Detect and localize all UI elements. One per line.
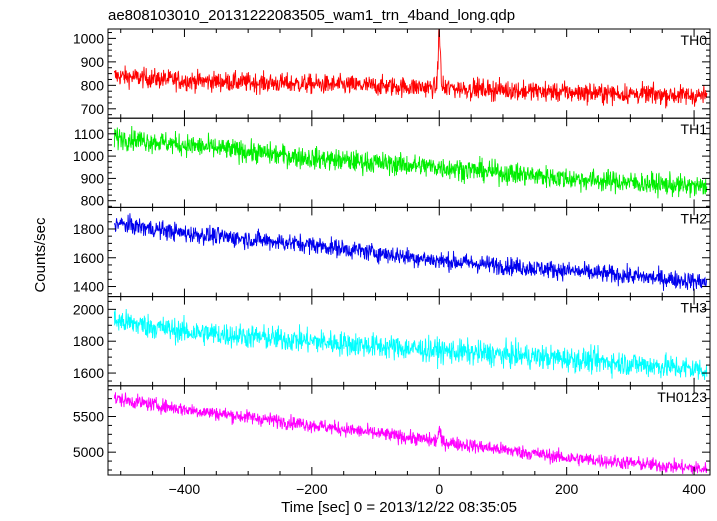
series-line-th0	[113, 29, 708, 109]
y-tick-label: 1000	[73, 148, 104, 164]
y-tick-label: 1600	[73, 365, 104, 381]
y-tick-label: 5500	[73, 408, 104, 424]
y-tick-label: 1000	[73, 30, 104, 46]
panel-th0123: 5000 5500 TH0123	[73, 385, 711, 476]
x-tick-label: 200	[555, 481, 579, 497]
y-axis-label: Counts/sec	[32, 217, 49, 293]
y-tick-label: 700	[81, 101, 105, 117]
panel-label-th2: TH2	[681, 210, 708, 226]
panel-th1: 800 900 1000 1100 TH1	[73, 117, 711, 209]
panel-label-th3: TH3	[681, 300, 708, 316]
x-tick-label: 0	[435, 481, 443, 497]
y-tick-label: 1800	[73, 333, 104, 349]
y-tick-label: 1100	[74, 126, 104, 142]
panel-th2: 1400 1600 1800 TH2	[73, 206, 711, 298]
panel-label-th0123: TH0123	[657, 389, 707, 405]
x-tick-label: −400	[169, 481, 201, 497]
series-line-th1	[113, 125, 708, 199]
y-tick-label: 900	[81, 170, 105, 186]
panel-th0: 700 800 900 1000 TH0	[73, 28, 711, 119]
y-tick-label: 1600	[73, 250, 104, 266]
y-tick-label: 2000	[73, 301, 104, 317]
y-tick-label: 800	[81, 77, 105, 93]
series-line-th2	[113, 213, 708, 291]
chart-title: ae808103010_20131222083505_wam1_trn_4ban…	[108, 7, 515, 24]
y-tick-label: 1800	[73, 221, 104, 237]
series-line-th3	[113, 308, 708, 381]
x-tick-label: 400	[682, 481, 706, 497]
panel-label-th1: TH1	[681, 121, 708, 137]
y-tick-label: 800	[81, 193, 105, 209]
x-tick-label: −200	[296, 481, 328, 497]
panel-label-th0: TH0	[681, 32, 708, 48]
y-tick-label: 5000	[73, 444, 104, 460]
panel-frame	[107, 385, 711, 476]
x-axis: −400 −200 0 200 400	[169, 481, 706, 497]
y-tick-label: 900	[81, 54, 105, 70]
panel-th3: 1600 1800 2000 TH3	[73, 296, 711, 387]
x-axis-label: Time [sec] 0 = 2013/12/22 08:35:05	[281, 499, 517, 516]
series-line-th0123	[113, 392, 708, 475]
y-tick-label: 1400	[73, 279, 104, 295]
